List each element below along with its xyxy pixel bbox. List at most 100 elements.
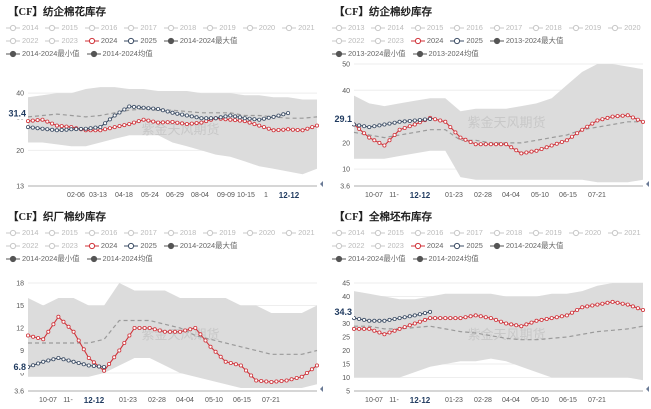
legend-item[interactable]: 2015 xyxy=(45,21,78,34)
data-point xyxy=(54,128,59,133)
legend-label: 2021 xyxy=(298,228,315,237)
legend-item[interactable]: 2014-2024均值 xyxy=(412,252,479,265)
legend-item[interactable]: 2013-2024最小值 xyxy=(332,47,406,60)
legend-item[interactable]: 2020 xyxy=(242,226,275,239)
series-2013-2024均值 xyxy=(353,121,643,144)
chart-panel-weaving-yarn: 【CF】织厂棉纱库存 2014 2015 2016 2017 2018 2019 2020 2… xyxy=(0,205,325,409)
legend-item[interactable]: 2018 xyxy=(163,21,196,34)
y-tick-label: 40 xyxy=(342,294,350,301)
data-point xyxy=(423,317,428,322)
legend-item[interactable]: 2021 xyxy=(608,226,641,239)
x-current-date-label: 12-12 xyxy=(279,191,300,200)
y-tick-label: 12 xyxy=(16,326,24,333)
legend-item[interactable]: 2014-2024均值 xyxy=(86,252,153,265)
data-point xyxy=(610,114,615,119)
data-point xyxy=(362,131,367,136)
data-point xyxy=(387,330,392,335)
legend-item[interactable]: 2018 xyxy=(163,226,196,239)
data-point xyxy=(175,120,180,125)
data-point xyxy=(233,118,238,123)
legend-item[interactable]: 2014 xyxy=(6,226,38,239)
legend-item[interactable]: 2018 xyxy=(529,21,562,34)
legend-item[interactable]: 2018 xyxy=(489,226,522,239)
legend-item[interactable]: 2020 xyxy=(568,226,601,239)
legend-item[interactable]: 2013-2024均值 xyxy=(412,47,479,60)
legend-item[interactable]: 2025 xyxy=(124,34,157,47)
data-point xyxy=(585,304,590,309)
legend-item[interactable]: 2021 xyxy=(282,21,315,34)
data-point xyxy=(51,357,56,362)
legend-item[interactable]: 2013-2024最大值 xyxy=(489,34,563,47)
legend-item[interactable]: 2014-2024均值 xyxy=(86,47,153,60)
scroll-arrow-icon[interactable] xyxy=(646,181,649,187)
legend-item[interactable]: 2016 xyxy=(84,226,117,239)
legend-item[interactable]: 2014-2024最小值 xyxy=(6,252,80,265)
data-point xyxy=(428,116,433,121)
legend-item[interactable]: 2016 xyxy=(84,21,117,34)
legend-item[interactable]: 2014-2024最小值 xyxy=(6,47,80,60)
current-value-label: 6.8 xyxy=(13,362,26,372)
data-point xyxy=(156,107,161,112)
data-point xyxy=(407,119,412,124)
legend-item[interactable]: 2024 xyxy=(84,34,117,47)
legend-item[interactable]: 2015 xyxy=(45,226,78,239)
legend-item[interactable]: 2022 xyxy=(332,239,364,252)
x-axis: 02-06 03-13 04-18 05-24 06-29 08-04 09-09 10-15… xyxy=(67,192,268,199)
legend-item[interactable]: 2022 xyxy=(6,239,38,252)
legend-item[interactable]: 2019 xyxy=(203,21,236,34)
legend-item[interactable]: 2017 xyxy=(450,226,483,239)
legend-item[interactable]: 2017 xyxy=(489,21,522,34)
legend-item[interactable]: 2019 xyxy=(203,226,236,239)
data-point xyxy=(443,316,448,321)
scroll-arrow-icon[interactable] xyxy=(320,386,323,392)
series-line xyxy=(353,311,431,322)
data-point xyxy=(387,138,392,143)
legend-item[interactable]: 2023 xyxy=(45,34,78,47)
legend-item[interactable]: 2014-2024最大值 xyxy=(163,34,237,47)
legend-item[interactable]: 2014-2024最小值 xyxy=(332,252,406,265)
scroll-arrow-icon[interactable] xyxy=(320,181,323,187)
legend-item[interactable]: 2016 xyxy=(410,226,443,239)
data-point xyxy=(147,326,152,331)
legend-item[interactable]: 2025 xyxy=(450,34,483,47)
data-point xyxy=(257,123,262,128)
legend-item[interactable]: 2014 xyxy=(371,21,404,34)
legend-item[interactable]: 2024 xyxy=(410,34,443,47)
data-point xyxy=(103,127,108,132)
legend-item[interactable]: 2017 xyxy=(124,226,157,239)
legend-item[interactable]: 2020 xyxy=(242,21,275,34)
legend-item[interactable]: 2025 xyxy=(124,239,157,252)
legend-item[interactable]: 2021 xyxy=(282,226,315,239)
legend-item[interactable]: 2014 xyxy=(332,226,364,239)
scroll-arrow-icon[interactable] xyxy=(646,386,649,392)
data-point xyxy=(539,146,544,151)
data-point xyxy=(458,135,463,140)
data-point xyxy=(208,344,213,349)
legend-item[interactable]: 2015 xyxy=(371,226,404,239)
max-min-band xyxy=(354,64,643,183)
data-point xyxy=(228,117,233,122)
data-point xyxy=(160,120,165,125)
legend-item[interactable]: 2017 xyxy=(124,21,157,34)
legend-item[interactable]: 2023 xyxy=(371,34,404,47)
legend-item[interactable]: 2025 xyxy=(450,239,483,252)
legend-item[interactable]: 2016 xyxy=(450,21,483,34)
legend-item[interactable]: 2015 xyxy=(410,21,443,34)
legend-item[interactable]: 2019 xyxy=(568,21,601,34)
legend-label: 2014 xyxy=(22,23,39,32)
legend-item[interactable]: 2014-2024最大值 xyxy=(489,239,563,252)
legend-item[interactable]: 2023 xyxy=(371,239,404,252)
legend-item[interactable]: 2019 xyxy=(529,226,562,239)
legend-item[interactable]: 2023 xyxy=(45,239,78,252)
legend-item[interactable]: 2014-2024最大值 xyxy=(163,239,237,252)
legend-item[interactable]: 2013 xyxy=(332,21,364,34)
legend-item[interactable]: 2022 xyxy=(6,34,38,47)
legend-item[interactable]: 2022 xyxy=(332,34,364,47)
legend-item[interactable]: 2024 xyxy=(84,239,117,252)
legend-item[interactable]: 2020 xyxy=(608,21,641,34)
data-point xyxy=(294,375,299,380)
data-point xyxy=(61,357,66,362)
legend-item[interactable]: 2024 xyxy=(410,239,443,252)
legend-item[interactable]: 2014 xyxy=(6,21,38,34)
